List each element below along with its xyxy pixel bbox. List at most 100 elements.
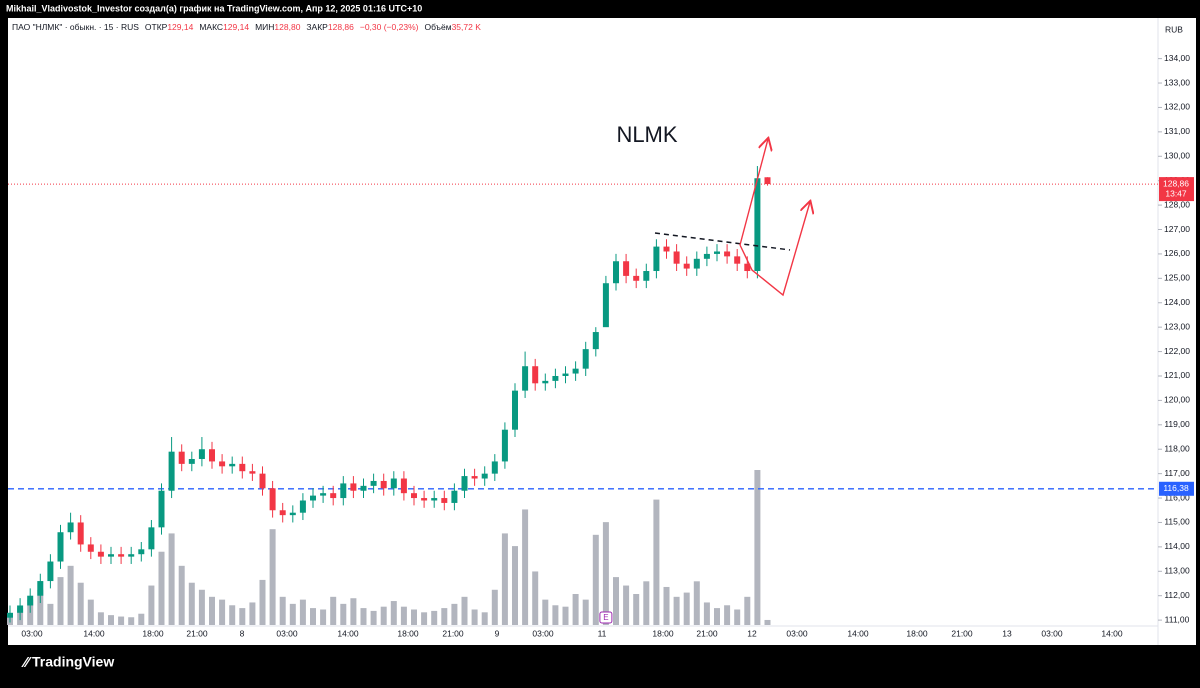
- x-tick-label: 03:00: [276, 628, 298, 638]
- volume-bar: [582, 599, 589, 625]
- candle-body: [27, 595, 34, 606]
- volume-bar: [138, 613, 145, 625]
- volume-bar: [643, 581, 650, 625]
- y-tick-label: 131,00: [1164, 126, 1190, 136]
- ohlc-value: 128,86: [328, 22, 354, 32]
- event-marker: E: [603, 613, 608, 622]
- candle-body: [97, 551, 104, 557]
- volume-bar: [542, 599, 549, 625]
- candle-body: [623, 261, 630, 276]
- candle-body: [148, 527, 155, 550]
- candle-body: [229, 463, 236, 467]
- volume-bar: [390, 601, 397, 625]
- chart-title: NLMK: [616, 122, 677, 147]
- y-tick-label: 115,00: [1164, 517, 1190, 527]
- candle-body: [198, 449, 205, 459]
- volume-bar: [623, 585, 630, 625]
- candle-body: [764, 177, 771, 185]
- candle-body: [572, 368, 579, 374]
- volume-bar: [158, 551, 165, 625]
- volume-label: Объём: [424, 22, 451, 32]
- volume-bar: [400, 606, 407, 625]
- volume-bar: [451, 603, 458, 625]
- candle-body: [461, 476, 468, 491]
- x-tick-label: 18:00: [142, 628, 164, 638]
- volume-bar: [411, 609, 417, 625]
- countdown: 13:47: [1165, 188, 1187, 198]
- y-tick-label: 118,00: [1164, 443, 1190, 453]
- volume-bar: [360, 608, 367, 625]
- volume-bar: [693, 581, 700, 625]
- candle-body: [57, 532, 64, 562]
- volume-bar: [441, 608, 448, 625]
- volume-bar: [239, 608, 246, 625]
- candle-body: [77, 522, 84, 545]
- volume-bar: [168, 533, 175, 625]
- volume-bar: [77, 582, 84, 625]
- candle-body: [441, 498, 448, 503]
- candle-body: [370, 480, 377, 486]
- y-tick-label: 111,00: [1165, 614, 1190, 624]
- y-tick-label: 114,00: [1164, 541, 1190, 551]
- x-tick-label: 03:00: [1041, 628, 1063, 638]
- candle-body: [67, 522, 74, 533]
- candle-body: [501, 429, 508, 462]
- candle-body: [47, 561, 54, 582]
- branding-icon: ⁄⁄: [21, 654, 33, 671]
- candle-body: [239, 463, 246, 472]
- volume-bar: [209, 596, 215, 625]
- y-tick-label: 120,00: [1164, 395, 1190, 405]
- branding: TradingView: [32, 654, 114, 670]
- x-tick-label: 14:00: [847, 628, 869, 638]
- volume-bar: [57, 577, 64, 625]
- candle-body: [178, 451, 185, 464]
- candle-body: [552, 375, 559, 381]
- y-tick-label: 112,00: [1164, 590, 1190, 600]
- candle-body: [693, 258, 700, 269]
- volume-bar: [512, 546, 518, 625]
- y-tick-label: 133,00: [1164, 77, 1190, 87]
- candle-body: [643, 271, 650, 281]
- x-tick-label: 03:00: [532, 628, 554, 638]
- candle-body: [118, 554, 125, 557]
- volume-bar: [421, 612, 428, 625]
- candle-body: [522, 366, 529, 391]
- candle-body: [451, 490, 458, 503]
- volume-bar: [269, 529, 276, 625]
- candle-body: [37, 581, 44, 596]
- candle-body: [269, 488, 276, 511]
- volume-value: 35,72 K: [452, 22, 482, 32]
- volume-bar: [734, 609, 741, 625]
- candle-body: [400, 478, 407, 494]
- volume-bar: [340, 603, 347, 625]
- candle-body: [340, 483, 347, 499]
- volume-bar: [633, 594, 640, 625]
- volume-bar: [703, 602, 710, 625]
- candle-body: [380, 480, 387, 489]
- volume-bar: [562, 606, 569, 625]
- candle-body: [17, 605, 24, 613]
- ohlc-label: МИН: [255, 22, 274, 32]
- candle-body: [724, 251, 731, 257]
- volume-bar: [532, 571, 539, 625]
- x-tick-label: 9: [495, 628, 500, 638]
- volume-bar: [198, 589, 205, 625]
- volume-bar: [552, 605, 559, 625]
- volume-bar: [613, 577, 619, 625]
- x-tick-label: 21:00: [696, 628, 718, 638]
- volume-bar: [754, 470, 761, 625]
- x-tick-label: 8: [240, 628, 245, 638]
- volume-bar: [37, 589, 44, 625]
- ohlc-label: ОТКР: [145, 22, 168, 32]
- x-tick-label: 21:00: [951, 628, 973, 638]
- volume-bar: [744, 596, 751, 625]
- candle-body: [562, 373, 569, 376]
- x-tick-label: 21:00: [186, 628, 208, 638]
- candle-body: [613, 261, 619, 284]
- volume-bar: [431, 610, 438, 625]
- y-tick-label: 127,00: [1164, 224, 1190, 234]
- candle-body: [188, 458, 195, 464]
- change: −0,30 (−0,23%): [360, 22, 419, 32]
- candle-body: [209, 449, 215, 462]
